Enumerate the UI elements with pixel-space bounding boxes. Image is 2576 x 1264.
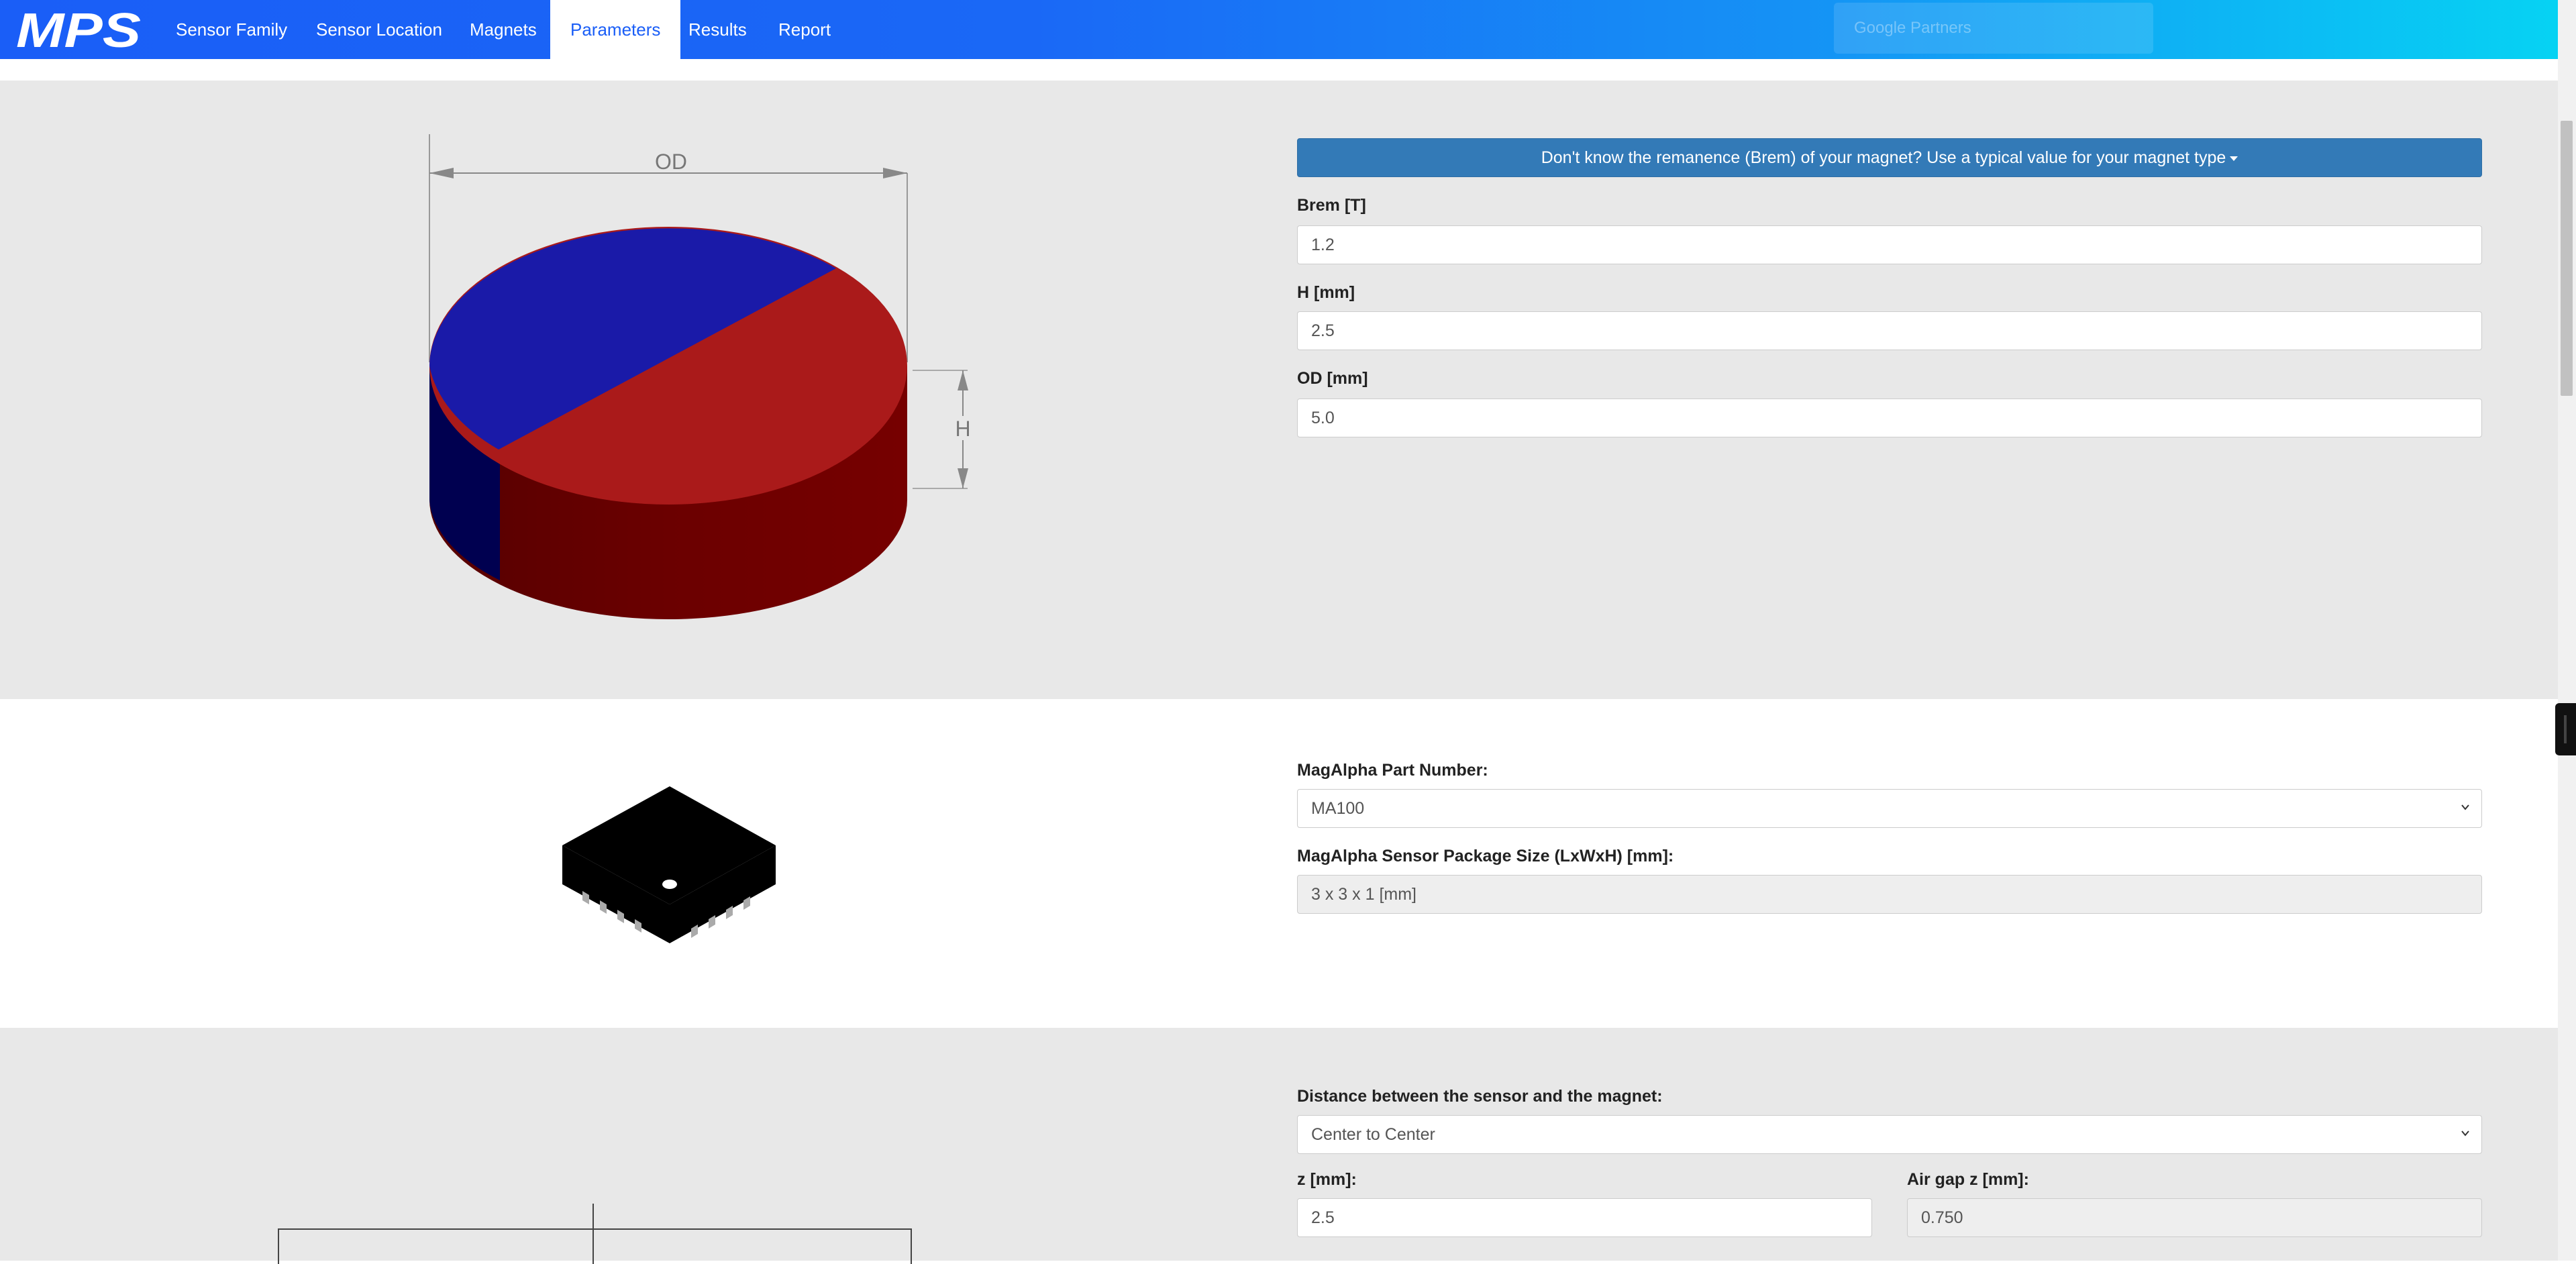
h-dimension-label: H [955,417,970,441]
sensor-section: MagAlpha Part Number: MA100 MagAlpha Sen… [0,699,2558,1028]
nav-results[interactable]: Results [688,19,747,40]
part-number-label: MagAlpha Part Number: [1297,761,1488,780]
airgap-label: Air gap z [mm]: [1907,1170,2029,1189]
chevron-down-icon [2461,1130,2469,1137]
od-dimension-label: OD [655,150,687,174]
nav-sensor-location[interactable]: Sensor Location [316,19,442,40]
nav-sensor-family[interactable]: Sensor Family [176,19,288,40]
distance-label: Distance between the sensor and the magn… [1297,1087,1663,1106]
pin1-marker [662,880,677,889]
package-size-field: 3 x 3 x 1 [mm] [1297,875,2482,914]
chevron-down-icon [2461,804,2469,810]
sensor-package-diagram [562,786,776,943]
distance-mode-select[interactable]: Center to Center [1297,1115,2482,1154]
part-number-select[interactable]: MA100 [1297,789,2482,828]
scrollbar-thumb[interactable] [2561,121,2573,396]
magnet-section: OD H Don't know the remanence (Brem) of … [0,81,2558,699]
typical-brem-dropdown-button[interactable]: Don't know the remanence (Brem) of your … [1297,138,2482,177]
airgap-field: 0.750 [1907,1198,2482,1237]
distance-diagram [278,1204,912,1264]
caret-down-icon [2230,156,2238,161]
nav-magnets[interactable]: Magnets [470,19,537,40]
h-input[interactable]: 2.5 [1297,311,2482,350]
h-label: H [mm] [1297,283,1355,302]
feedback-side-tab[interactable] [2555,703,2576,755]
z-input[interactable]: 2.5 [1297,1198,1872,1237]
z-label: z [mm]: [1297,1170,1357,1189]
top-navbar: MPS Sensor Family Sensor Location Magnet… [0,0,2576,59]
brem-input[interactable]: 1.2 [1297,225,2482,264]
package-size-label: MagAlpha Sensor Package Size (LxWxH) [mm… [1297,847,1674,865]
svg-text:MPS: MPS [16,9,141,50]
magnet-top-north [429,228,836,450]
nav-report[interactable]: Report [778,19,831,40]
magnet-diagram: OD H [429,134,974,619]
brem-label: Brem [T] [1297,196,1366,215]
distance-section: Distance between the sensor and the magn… [0,1028,2558,1264]
nav-parameters[interactable]: Parameters [550,0,681,59]
mps-logo[interactable]: MPS [16,9,141,50]
od-input[interactable]: 5.0 [1297,399,2482,437]
magnet-side-north [429,366,500,580]
nav-spacer [0,59,2558,81]
od-label: OD [mm] [1297,369,1368,388]
search-input[interactable]: Google Partners [1834,3,2153,54]
